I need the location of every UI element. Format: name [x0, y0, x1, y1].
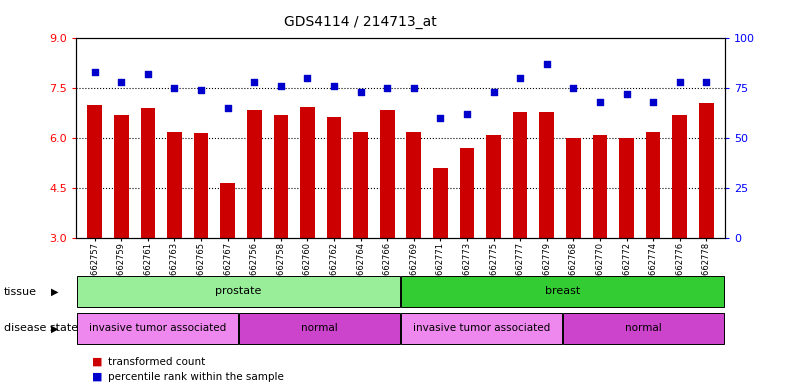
Text: ▶: ▶ [50, 323, 58, 333]
Bar [239, 313, 400, 344]
Text: transformed count: transformed count [108, 357, 205, 367]
Point [674, 79, 686, 85]
Point [434, 115, 447, 121]
Text: ▶: ▶ [50, 287, 58, 297]
Point [487, 89, 500, 95]
Point [408, 85, 421, 91]
Text: ■: ■ [92, 372, 103, 382]
Text: tissue: tissue [4, 287, 37, 297]
Bar [401, 276, 724, 307]
Bar [699, 103, 714, 238]
Point [275, 83, 288, 89]
Point [700, 79, 713, 85]
Bar [87, 105, 102, 238]
Point [354, 89, 367, 95]
Bar [460, 148, 474, 238]
Text: invasive tumor associated: invasive tumor associated [89, 323, 226, 333]
Point [301, 75, 314, 81]
Bar [194, 133, 208, 238]
Bar [672, 115, 687, 238]
Bar [114, 115, 129, 238]
Bar [353, 132, 368, 238]
Point [594, 99, 606, 105]
Point [328, 83, 340, 89]
Text: invasive tumor associated: invasive tumor associated [413, 323, 550, 333]
Bar [247, 110, 262, 238]
Bar [566, 138, 581, 238]
Bar [327, 117, 341, 238]
Bar [513, 112, 528, 238]
Bar [646, 132, 660, 238]
Point [115, 79, 127, 85]
Text: disease state: disease state [4, 323, 78, 333]
Bar [539, 112, 554, 238]
Bar [406, 132, 421, 238]
Point [142, 71, 155, 78]
Text: percentile rank within the sample: percentile rank within the sample [108, 372, 284, 382]
Point [646, 99, 659, 105]
Bar [300, 107, 315, 238]
Bar [486, 135, 501, 238]
Bar [593, 135, 607, 238]
Point [513, 75, 526, 81]
Point [221, 105, 234, 111]
Text: ■: ■ [92, 357, 103, 367]
Bar [77, 276, 400, 307]
Point [248, 79, 260, 85]
Bar [77, 313, 238, 344]
Text: normal: normal [626, 323, 662, 333]
Bar [563, 313, 724, 344]
Point [620, 91, 633, 98]
Point [541, 61, 553, 68]
Text: normal: normal [301, 323, 338, 333]
Point [461, 111, 473, 118]
Bar [273, 115, 288, 238]
Bar [167, 132, 182, 238]
Bar [401, 313, 562, 344]
Text: breast: breast [545, 286, 581, 296]
Point [195, 87, 207, 93]
Bar [380, 110, 395, 238]
Point [88, 69, 101, 75]
Point [168, 85, 181, 91]
Point [380, 85, 393, 91]
Point [567, 85, 580, 91]
Bar [141, 108, 155, 238]
Bar [220, 183, 235, 238]
Text: prostate: prostate [215, 286, 261, 296]
Text: GDS4114 / 214713_at: GDS4114 / 214713_at [284, 15, 437, 29]
Bar [433, 168, 448, 238]
Bar [619, 138, 634, 238]
